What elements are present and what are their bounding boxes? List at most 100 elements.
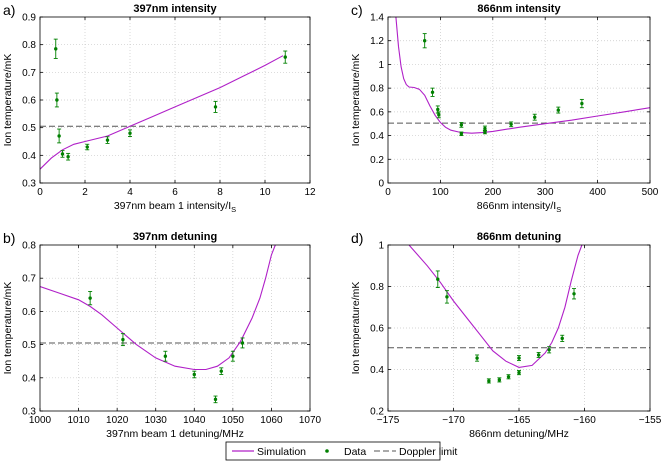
y-tick-label: 1 [378,241,384,252]
data-marker [219,369,223,373]
y-tick-label: 0.9 [22,13,36,24]
data-marker [192,372,196,377]
data-points [435,270,577,384]
y-tick-label: 0.7 [22,68,36,79]
data-point [213,100,218,113]
data-point [163,350,168,362]
data-point [54,92,59,108]
data-marker [572,292,576,296]
data-point [213,395,218,404]
y-tick-label: 0.2 [370,407,384,418]
data-point [482,129,487,135]
data-point [459,131,464,137]
x-tick-label: 12 [304,187,316,198]
data-point [444,290,449,304]
data-point [120,333,125,347]
data-marker [547,348,551,352]
panel-title: 397nm intensity [133,3,217,15]
data-point [572,288,577,300]
x-axis-label-text: 866nm intensity/I [477,200,556,212]
panel-a: 0 2 4 6 8 10 12 0.3 0.4 0.5 0.6 0.7 0.8 0.9 397nm inte… [2,2,316,214]
data-marker [231,354,235,358]
data-point [53,38,58,59]
axes-frame [387,16,651,184]
data-point [547,346,552,354]
x-axis-label-text: 397nm beam 1 detuning/MHz [106,428,244,440]
panel-title: 866nm intensity [477,3,561,15]
data-point [105,136,110,144]
data-marker [580,101,584,106]
data-marker [85,145,89,149]
y-tick-label: 1.4 [370,13,384,24]
data-marker [240,341,245,345]
data-marker [497,378,502,382]
legend-doppler-label: Doppler limit [399,446,457,458]
data-marker [283,55,287,59]
x-axis-label: 397nm beam 1 intensity/IS [114,200,236,214]
x-tick-label: 0 [385,187,391,198]
data-point [517,370,521,376]
x-tick-label: 500 [642,187,659,198]
legend: Simulation Data Doppler limit [225,441,457,461]
data-marker [54,47,58,51]
data-marker [509,122,513,127]
y-tick-label: 0.8 [22,241,36,252]
data-marker [459,123,464,127]
data-point [57,128,62,144]
data-marker [60,152,65,156]
x-tick-label: 1030 [145,415,168,426]
y-axis-label: Ion temperature/mK [2,282,14,375]
data-marker [475,356,479,360]
x-axis-label-subscript: S [231,205,236,214]
x-tick-label: −170 [442,415,465,426]
data-marker [483,130,487,134]
data-points [422,33,584,137]
x-tick-label: 2 [82,187,88,198]
data-point [128,129,132,137]
data-point [560,334,565,342]
data-point [430,87,435,97]
x-axis-label: 866nm intensity/IS [477,200,561,214]
x-tick-label: 1010 [67,415,90,426]
x-axis-label-subscript: S [556,205,561,214]
x-tick-label: 1000 [29,415,52,426]
x-tick-label: 1060 [260,415,283,426]
x-axis-label: 866nm detuning/MHz [469,428,569,440]
y-tick-label: 0 [378,179,384,190]
data-point [536,352,541,358]
legend-simulation-label: Simulation [257,446,306,458]
y-tick-label: 1.2 [370,36,384,47]
panel-letter: b) [3,230,15,246]
data-point [497,377,502,383]
data-marker [536,353,541,357]
panel-title: 866nm detuning [477,231,561,243]
y-axis-label: Ion temperature/mK [2,54,14,147]
data-point [532,113,537,121]
plot-area [40,245,310,411]
simulation-curve [40,245,276,371]
y-tick-label: 0.3 [22,179,36,190]
data-marker [437,113,441,117]
data-marker [105,138,110,142]
data-point [486,378,491,384]
data-marker [487,379,491,383]
panel-letter: a) [3,2,15,18]
x-tick-label: 1040 [183,415,206,426]
panel-d: −175 −170 −165 −160 −155 0.2 0.4 0.6 0.8 1 866nm d… [350,230,662,440]
panel-c: 0 100 200 300 400 500 0 0.2 0.4 0.6 0.8 1 1.2 1.4 866n… [350,2,659,214]
data-marker [422,39,427,43]
x-tick-label: −175 [377,415,400,426]
data-points [88,291,245,404]
data-point [506,374,511,380]
y-tick-label: 0.8 [370,282,384,293]
data-marker [213,105,218,109]
data-point [88,291,93,306]
data-point [509,121,514,128]
x-tick-label: 300 [537,187,554,198]
data-marker [430,90,435,94]
simulation-curve [395,17,650,134]
data-point [459,122,464,128]
x-tick-label: 6 [172,187,178,198]
y-tick-label: 0.6 [370,107,384,118]
